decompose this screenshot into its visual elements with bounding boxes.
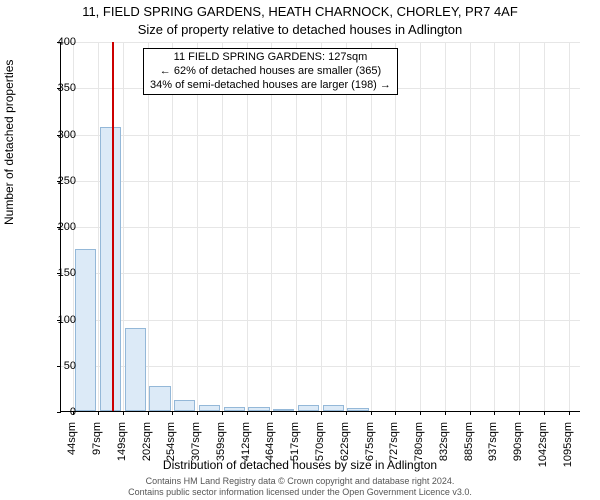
xtick-mark (296, 411, 297, 415)
gridline-v (519, 42, 520, 411)
footer-line-2: Contains public sector information licen… (0, 487, 600, 498)
xtick-mark (247, 411, 248, 415)
xtick-label: 937sqm (487, 422, 499, 482)
xtick-label: 202sqm (141, 422, 153, 482)
histogram-bar (125, 328, 146, 411)
xtick-mark (470, 411, 471, 415)
gridline-v (321, 42, 322, 411)
xtick-label: 149sqm (116, 422, 128, 482)
histogram-bar (199, 405, 220, 411)
ytick-label: 200 (36, 221, 76, 233)
xtick-label: 832sqm (438, 422, 450, 482)
xtick-label: 412sqm (240, 422, 252, 482)
xtick-mark (271, 411, 272, 415)
histogram-bar (273, 409, 294, 411)
xtick-mark (197, 411, 198, 415)
gridline-v (123, 42, 124, 411)
gridline-v (420, 42, 421, 411)
xtick-mark (98, 411, 99, 415)
ytick-label: 150 (36, 267, 76, 279)
xtick-label: 307sqm (190, 422, 202, 482)
histogram-bar (248, 407, 269, 411)
xtick-label: 675sqm (364, 422, 376, 482)
xtick-label: 570sqm (314, 422, 326, 482)
property-marker-line (112, 42, 114, 411)
ytick-label: 300 (36, 129, 76, 141)
histogram-bar (149, 386, 170, 411)
ytick-label: 400 (36, 36, 76, 48)
gridline-v (346, 42, 347, 411)
ytick-label: 350 (36, 82, 76, 94)
xtick-label: 97sqm (91, 422, 103, 482)
histogram-bar (224, 407, 245, 411)
gridline-v (395, 42, 396, 411)
histogram-bar (174, 400, 195, 411)
chart-container: 11, FIELD SPRING GARDENS, HEATH CHARNOCK… (0, 0, 600, 500)
y-axis-label: Number of detached properties (2, 60, 16, 225)
gridline-v (247, 42, 248, 411)
xtick-label: 517sqm (289, 422, 301, 482)
ytick-label: 50 (36, 360, 76, 372)
xtick-label: 464sqm (264, 422, 276, 482)
xtick-mark (420, 411, 421, 415)
gridline-v (271, 42, 272, 411)
title-line-2: Size of property relative to detached ho… (0, 22, 600, 37)
xtick-mark (519, 411, 520, 415)
ytick-label: 100 (36, 314, 76, 326)
xtick-label: 1095sqm (562, 422, 574, 482)
xtick-mark (494, 411, 495, 415)
xtick-mark (172, 411, 173, 415)
annotation-line-1: 11 FIELD SPRING GARDENS: 127sqm (150, 51, 391, 65)
annotation-box: 11 FIELD SPRING GARDENS: 127sqm ← 62% of… (143, 48, 398, 95)
title-line-1: 11, FIELD SPRING GARDENS, HEATH CHARNOCK… (0, 4, 600, 19)
gridline-v (222, 42, 223, 411)
xtick-mark (148, 411, 149, 415)
annotation-line-3: 34% of semi-detached houses are larger (… (150, 79, 391, 93)
xtick-mark (321, 411, 322, 415)
xtick-mark (544, 411, 545, 415)
histogram-bar (75, 249, 96, 411)
xtick-label: 780sqm (413, 422, 425, 482)
gridline-v (172, 42, 173, 411)
gridline-v (494, 42, 495, 411)
gridline-v (569, 42, 570, 411)
gridline-v (445, 42, 446, 411)
xtick-label: 990sqm (512, 422, 524, 482)
xtick-label: 254sqm (165, 422, 177, 482)
gridline-v (470, 42, 471, 411)
xtick-label: 359sqm (215, 422, 227, 482)
gridline-v (544, 42, 545, 411)
gridline-v (197, 42, 198, 411)
ytick-label: 0 (36, 406, 76, 418)
plot-area: 11 FIELD SPRING GARDENS: 127sqm ← 62% of… (60, 42, 580, 412)
histogram-bar (347, 408, 368, 411)
xtick-mark (445, 411, 446, 415)
xtick-mark (569, 411, 570, 415)
xtick-mark (371, 411, 372, 415)
xtick-label: 727sqm (388, 422, 400, 482)
gridline-v (371, 42, 372, 411)
histogram-bar (100, 127, 121, 411)
gridline-v (296, 42, 297, 411)
gridline-v (148, 42, 149, 411)
xtick-mark (395, 411, 396, 415)
xtick-mark (346, 411, 347, 415)
xtick-label: 44sqm (66, 422, 78, 482)
xtick-label: 885sqm (463, 422, 475, 482)
histogram-bar (323, 405, 344, 411)
annotation-line-2: ← 62% of detached houses are smaller (36… (150, 65, 391, 79)
xtick-mark (123, 411, 124, 415)
xtick-label: 1042sqm (537, 422, 549, 482)
histogram-bar (298, 405, 319, 411)
xtick-label: 622sqm (339, 422, 351, 482)
ytick-label: 250 (36, 175, 76, 187)
xtick-mark (222, 411, 223, 415)
